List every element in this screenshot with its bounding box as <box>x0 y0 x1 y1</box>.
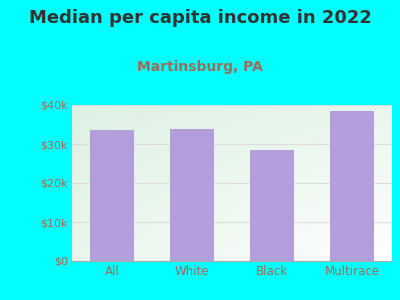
Bar <box>170 129 214 261</box>
Bar <box>90 130 134 261</box>
Text: Martinsburg, PA: Martinsburg, PA <box>137 60 263 74</box>
Bar <box>330 111 374 261</box>
Bar <box>250 150 294 261</box>
Text: Median per capita income in 2022: Median per capita income in 2022 <box>28 9 372 27</box>
